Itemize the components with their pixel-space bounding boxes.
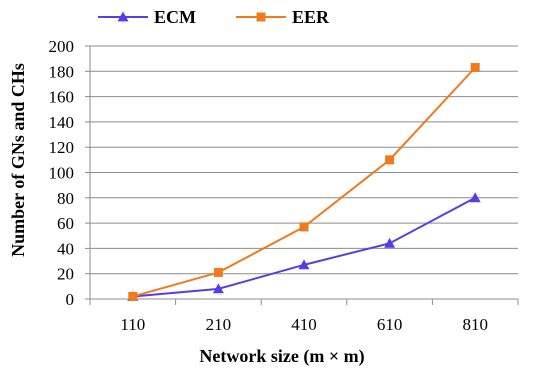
data-point-ecm (469, 192, 481, 203)
y-tick-label: 200 (49, 37, 75, 56)
x-tick-label-410: 410 (291, 315, 317, 334)
data-point-eer (128, 291, 138, 301)
x-tick-label-210: 210 (206, 315, 232, 334)
data-point-eer (299, 222, 309, 232)
series-layer (127, 63, 481, 301)
legend-marker-eer (256, 12, 266, 22)
y-tick-label: 120 (49, 138, 75, 157)
y-tick-label: 0 (66, 290, 75, 309)
y-axis-label: Number of GNs and CHs (8, 63, 28, 257)
legend-label-eer: EER (292, 7, 330, 27)
data-point-eer (385, 155, 395, 165)
data-point-ecm (298, 259, 310, 270)
y-tick-label: 100 (49, 164, 75, 183)
y-tick-label: 180 (49, 62, 75, 81)
y-tick-label: 40 (57, 239, 74, 258)
y-tick-label: 140 (49, 113, 75, 132)
data-point-ecm (212, 283, 224, 294)
y-tick-label: 80 (57, 189, 74, 208)
data-point-eer (213, 267, 223, 277)
axes: 0 20 40 60 80 100 120 140 160 180 200 110 210 410 610 8… (49, 37, 519, 334)
y-tick-label: 20 (57, 265, 74, 284)
gridlines (90, 45, 518, 275)
x-tick-label-810: 810 (462, 315, 488, 334)
y-tick-label: 160 (49, 88, 75, 107)
x-axis-label: Network size (m × m) (199, 346, 364, 367)
y-tick-label: 60 (57, 214, 74, 233)
legend: ECM EER (98, 7, 330, 27)
legend-label-ecm: ECM (154, 7, 196, 27)
x-tick-label-610: 610 (377, 315, 403, 334)
x-tick-label-110: 110 (120, 315, 145, 334)
legend-marker-ecm (117, 11, 129, 22)
data-point-ecm (384, 237, 396, 248)
data-point-eer (470, 63, 480, 73)
